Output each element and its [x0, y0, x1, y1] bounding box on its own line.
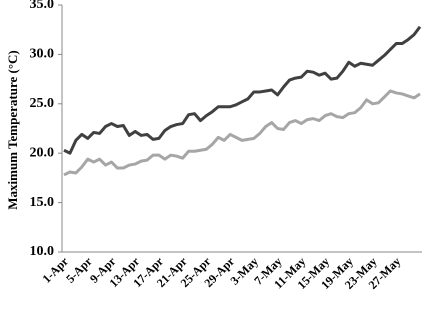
- y-axis-title: Maximum Temperature (°C): [5, 50, 20, 210]
- y-tick-label: 25.0: [30, 96, 55, 111]
- series-line: [63, 25, 422, 155]
- series-line: [63, 89, 421, 177]
- y-tick-label: 20.0: [30, 145, 55, 160]
- y-tick-label: 15.0: [30, 195, 55, 210]
- y-tick-label: 35.0: [30, 0, 55, 12]
- x-tick-label: 5-Apr: [63, 254, 95, 286]
- y-tick-label: 30.0: [30, 47, 55, 62]
- y-tick-label: 10.0: [30, 244, 55, 259]
